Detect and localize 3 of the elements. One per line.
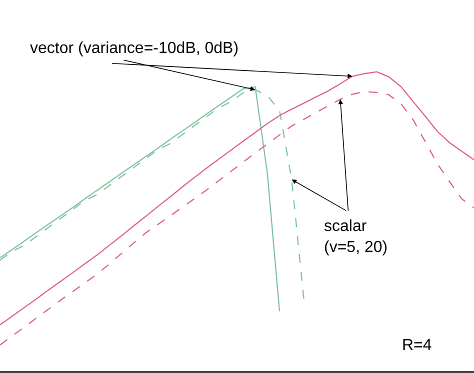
annotation: R=4 — [402, 337, 432, 354]
text: vector (variance=-10dB, 0dB) — [30, 40, 239, 57]
annotation: scalar (v=5, 20) — [324, 218, 388, 256]
